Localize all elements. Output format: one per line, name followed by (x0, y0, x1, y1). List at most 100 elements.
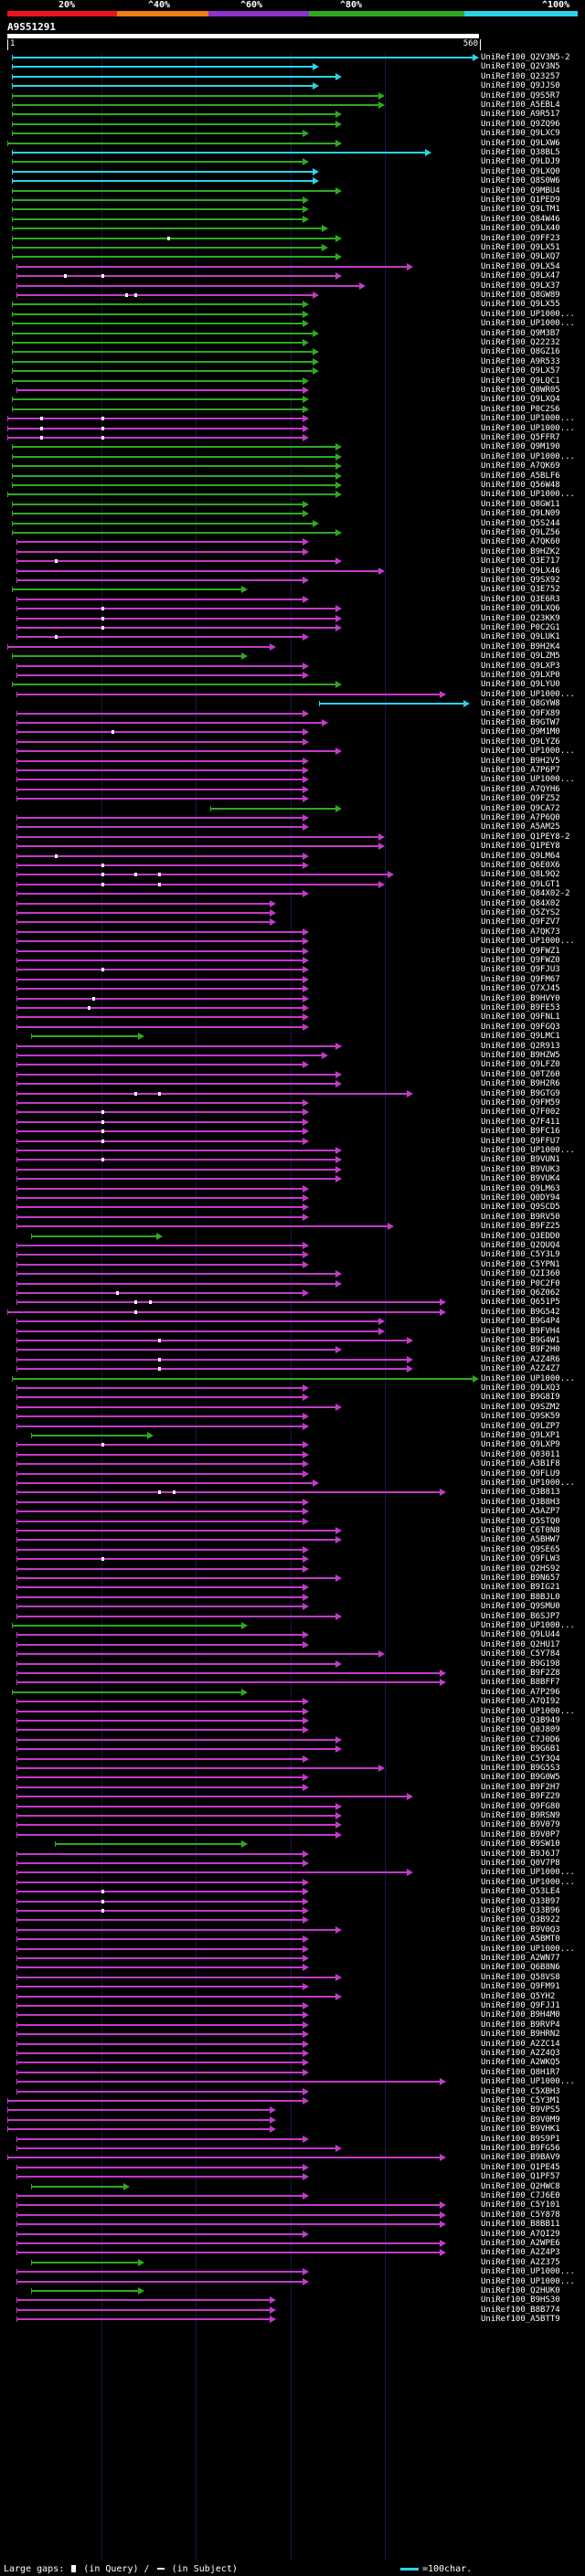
hit-alignment-line[interactable] (12, 342, 303, 344)
hit-label-link[interactable]: UniRef100_Q9LX54 (481, 261, 560, 271)
hit-row[interactable]: UniRef100_Q9M190 (0, 442, 585, 451)
hit-alignment-line[interactable] (16, 1701, 303, 1703)
hit-alignment-line[interactable] (12, 228, 322, 230)
hit-label-link[interactable]: UniRef100_Q84W46 (481, 214, 560, 224)
hit-label-link[interactable]: UniRef100_Q9FG80 (481, 1801, 560, 1811)
hit-label-link[interactable]: UniRef100_A7QK73 (481, 927, 560, 937)
hit-row[interactable]: UniRef100_Q9LYU0 (0, 680, 585, 689)
hit-row[interactable]: UniRef100_B9G4W1 (0, 1336, 585, 1345)
hit-alignment-line[interactable] (12, 323, 303, 325)
hit-row[interactable]: UniRef100_UP1000... (0, 1945, 585, 1954)
hit-row[interactable]: UniRef100_UP1000... (0, 775, 585, 784)
hit-row[interactable]: UniRef100_A2ZC14 (0, 2040, 585, 2049)
hit-alignment-line[interactable] (16, 1567, 303, 1570)
hit-alignment-line[interactable] (12, 75, 336, 78)
hit-alignment-line[interactable] (16, 835, 378, 838)
hit-row[interactable]: UniRef100_B9H2R6 (0, 1079, 585, 1088)
hit-alignment-line[interactable] (16, 893, 303, 896)
hit-label-link[interactable]: UniRef100_A2Z375 (481, 2257, 560, 2267)
hit-row[interactable]: UniRef100_A2WPE6 (0, 2239, 585, 2248)
hit-label-link[interactable]: UniRef100_B9V0P7 (481, 1829, 560, 1839)
hit-alignment-line[interactable] (16, 1805, 336, 1807)
hit-alignment-line[interactable] (16, 389, 303, 391)
hit-label-link[interactable]: UniRef100_Q9LXW6 (481, 138, 560, 148)
hit-label-link[interactable]: UniRef100_A7QI29 (481, 2229, 560, 2239)
hit-label-link[interactable]: UniRef100_Q1PED9 (481, 196, 560, 205)
hit-label-link[interactable]: UniRef100_Q9FJJ1 (481, 2001, 560, 2010)
hit-label-link[interactable]: UniRef100_Q9LGT1 (481, 879, 560, 889)
hit-row[interactable]: UniRef100_Q84W46 (0, 215, 585, 224)
hit-alignment-line[interactable] (16, 2147, 336, 2149)
hit-row[interactable]: UniRef100_Q6E0X6 (0, 861, 585, 870)
hit-row[interactable]: UniRef100_UP1000... (0, 1707, 585, 1716)
hit-alignment-line[interactable] (12, 180, 313, 183)
hit-label-link[interactable]: UniRef100_Q1PE45 (481, 2162, 560, 2172)
hit-label-link[interactable]: UniRef100_B9G4P4 (481, 1317, 560, 1327)
hit-alignment-line[interactable] (16, 2071, 303, 2073)
hit-alignment-line[interactable] (7, 493, 336, 496)
hit-label-link[interactable]: UniRef100_Q38BL5 (481, 148, 560, 157)
hit-alignment-line[interactable] (16, 959, 303, 961)
hit-alignment-line[interactable] (16, 1500, 303, 1503)
hit-row[interactable]: UniRef100_Q9FM67 (0, 975, 585, 984)
hit-alignment-line[interactable] (16, 1634, 303, 1637)
hit-row[interactable]: UniRef100_Q9LM64 (0, 852, 585, 861)
hit-label-link[interactable]: UniRef100_Q9CA72 (481, 803, 560, 813)
hit-alignment-line[interactable] (16, 1966, 303, 1969)
hit-row[interactable]: UniRef100_Q8L9Q2 (0, 870, 585, 879)
hit-label-link[interactable]: UniRef100_UP1000... (481, 1621, 575, 1630)
hit-label-link[interactable]: UniRef100_B9G6B1 (481, 1744, 560, 1754)
hit-label-link[interactable]: UniRef100_B9VHK1 (481, 2125, 560, 2135)
hit-label-link[interactable]: UniRef100_B9J6J7 (481, 1849, 560, 1859)
hit-label-link[interactable]: UniRef100_Q9LQC1 (481, 376, 560, 386)
hit-row[interactable]: UniRef100_A7P6P7 (0, 766, 585, 775)
hit-label-link[interactable]: UniRef100_Q9FF23 (481, 233, 560, 243)
hit-alignment-line[interactable] (16, 1491, 440, 1494)
hit-row[interactable]: UniRef100_Q2V3N5-2 (0, 53, 585, 62)
hit-row[interactable]: UniRef100_B9N657 (0, 1574, 585, 1583)
hit-row[interactable]: UniRef100_C6T0N8 (0, 1526, 585, 1535)
hit-row[interactable]: UniRef100_B9V079 (0, 1820, 585, 1829)
hit-row[interactable]: UniRef100_B9G198 (0, 1659, 585, 1669)
hit-alignment-line[interactable] (16, 1187, 303, 1190)
hit-row[interactable]: UniRef100_Q3B813 (0, 1488, 585, 1497)
hit-alignment-line[interactable] (12, 484, 336, 486)
hit-row[interactable]: UniRef100_B9VUN1 (0, 1155, 585, 1164)
hit-alignment-line[interactable] (16, 2242, 440, 2244)
hit-label-link[interactable]: UniRef100_Q1PEY8-2 (481, 832, 570, 842)
hit-label-link[interactable]: UniRef100_B9RSN9 (481, 1811, 560, 1820)
hit-alignment-line[interactable] (16, 1520, 303, 1522)
hit-row[interactable]: UniRef100_B8BB11 (0, 2220, 585, 2229)
hit-label-link[interactable]: UniRef100_Q9LXP9 (481, 1440, 560, 1450)
hit-row[interactable]: UniRef100_Q9LFZ0 (0, 1060, 585, 1069)
hit-label-link[interactable]: UniRef100_Q2V3N5-2 (481, 53, 570, 62)
hit-row[interactable]: UniRef100_Q9LZ56 (0, 528, 585, 537)
hit-alignment-line[interactable] (16, 2176, 303, 2178)
hit-label-link[interactable]: UniRef100_UP1000... (481, 2077, 575, 2087)
hit-alignment-line[interactable] (16, 598, 303, 600)
hit-row[interactable]: UniRef100_A5BMT0 (0, 1935, 585, 1944)
hit-row[interactable]: UniRef100_Q0J809 (0, 1725, 585, 1734)
hit-alignment-line[interactable] (12, 313, 303, 315)
hit-alignment-line[interactable] (16, 731, 303, 734)
hit-row[interactable]: UniRef100_A7QYH6 (0, 785, 585, 794)
hit-row[interactable]: UniRef100_UP1000... (0, 2077, 585, 2086)
hit-alignment-line[interactable] (16, 2280, 303, 2283)
hit-label-link[interactable]: UniRef100_UP1000... (481, 937, 575, 947)
hit-alignment-line[interactable] (12, 532, 336, 534)
hit-row[interactable]: UniRef100_Q5S244 (0, 519, 585, 528)
hit-label-link[interactable]: UniRef100_Q2HUK0 (481, 2286, 560, 2295)
hit-label-link[interactable]: UniRef100_Q6Z062 (481, 1288, 560, 1298)
hit-alignment-line[interactable] (16, 1615, 336, 1617)
hit-label-link[interactable]: UniRef100_Q9LX40 (481, 224, 560, 234)
hit-label-link[interactable]: UniRef100_B9FZ25 (481, 1222, 560, 1232)
hit-label-link[interactable]: UniRef100_Q9LXQ4 (481, 395, 560, 405)
hit-label-link[interactable]: UniRef100_C7J6E0 (481, 2191, 560, 2200)
hit-label-link[interactable]: UniRef100_Q9FJU3 (481, 965, 560, 975)
hit-alignment-line[interactable] (16, 1064, 303, 1066)
hit-label-link[interactable]: UniRef100_B9FZ29 (481, 1792, 560, 1802)
hit-label-link[interactable]: UniRef100_B9G198 (481, 1659, 560, 1669)
hit-label-link[interactable]: UniRef100_Q7XJ45 (481, 984, 560, 994)
hit-label-link[interactable]: UniRef100_B9GTG9 (481, 1088, 560, 1098)
hit-alignment-line[interactable] (16, 1938, 303, 1941)
